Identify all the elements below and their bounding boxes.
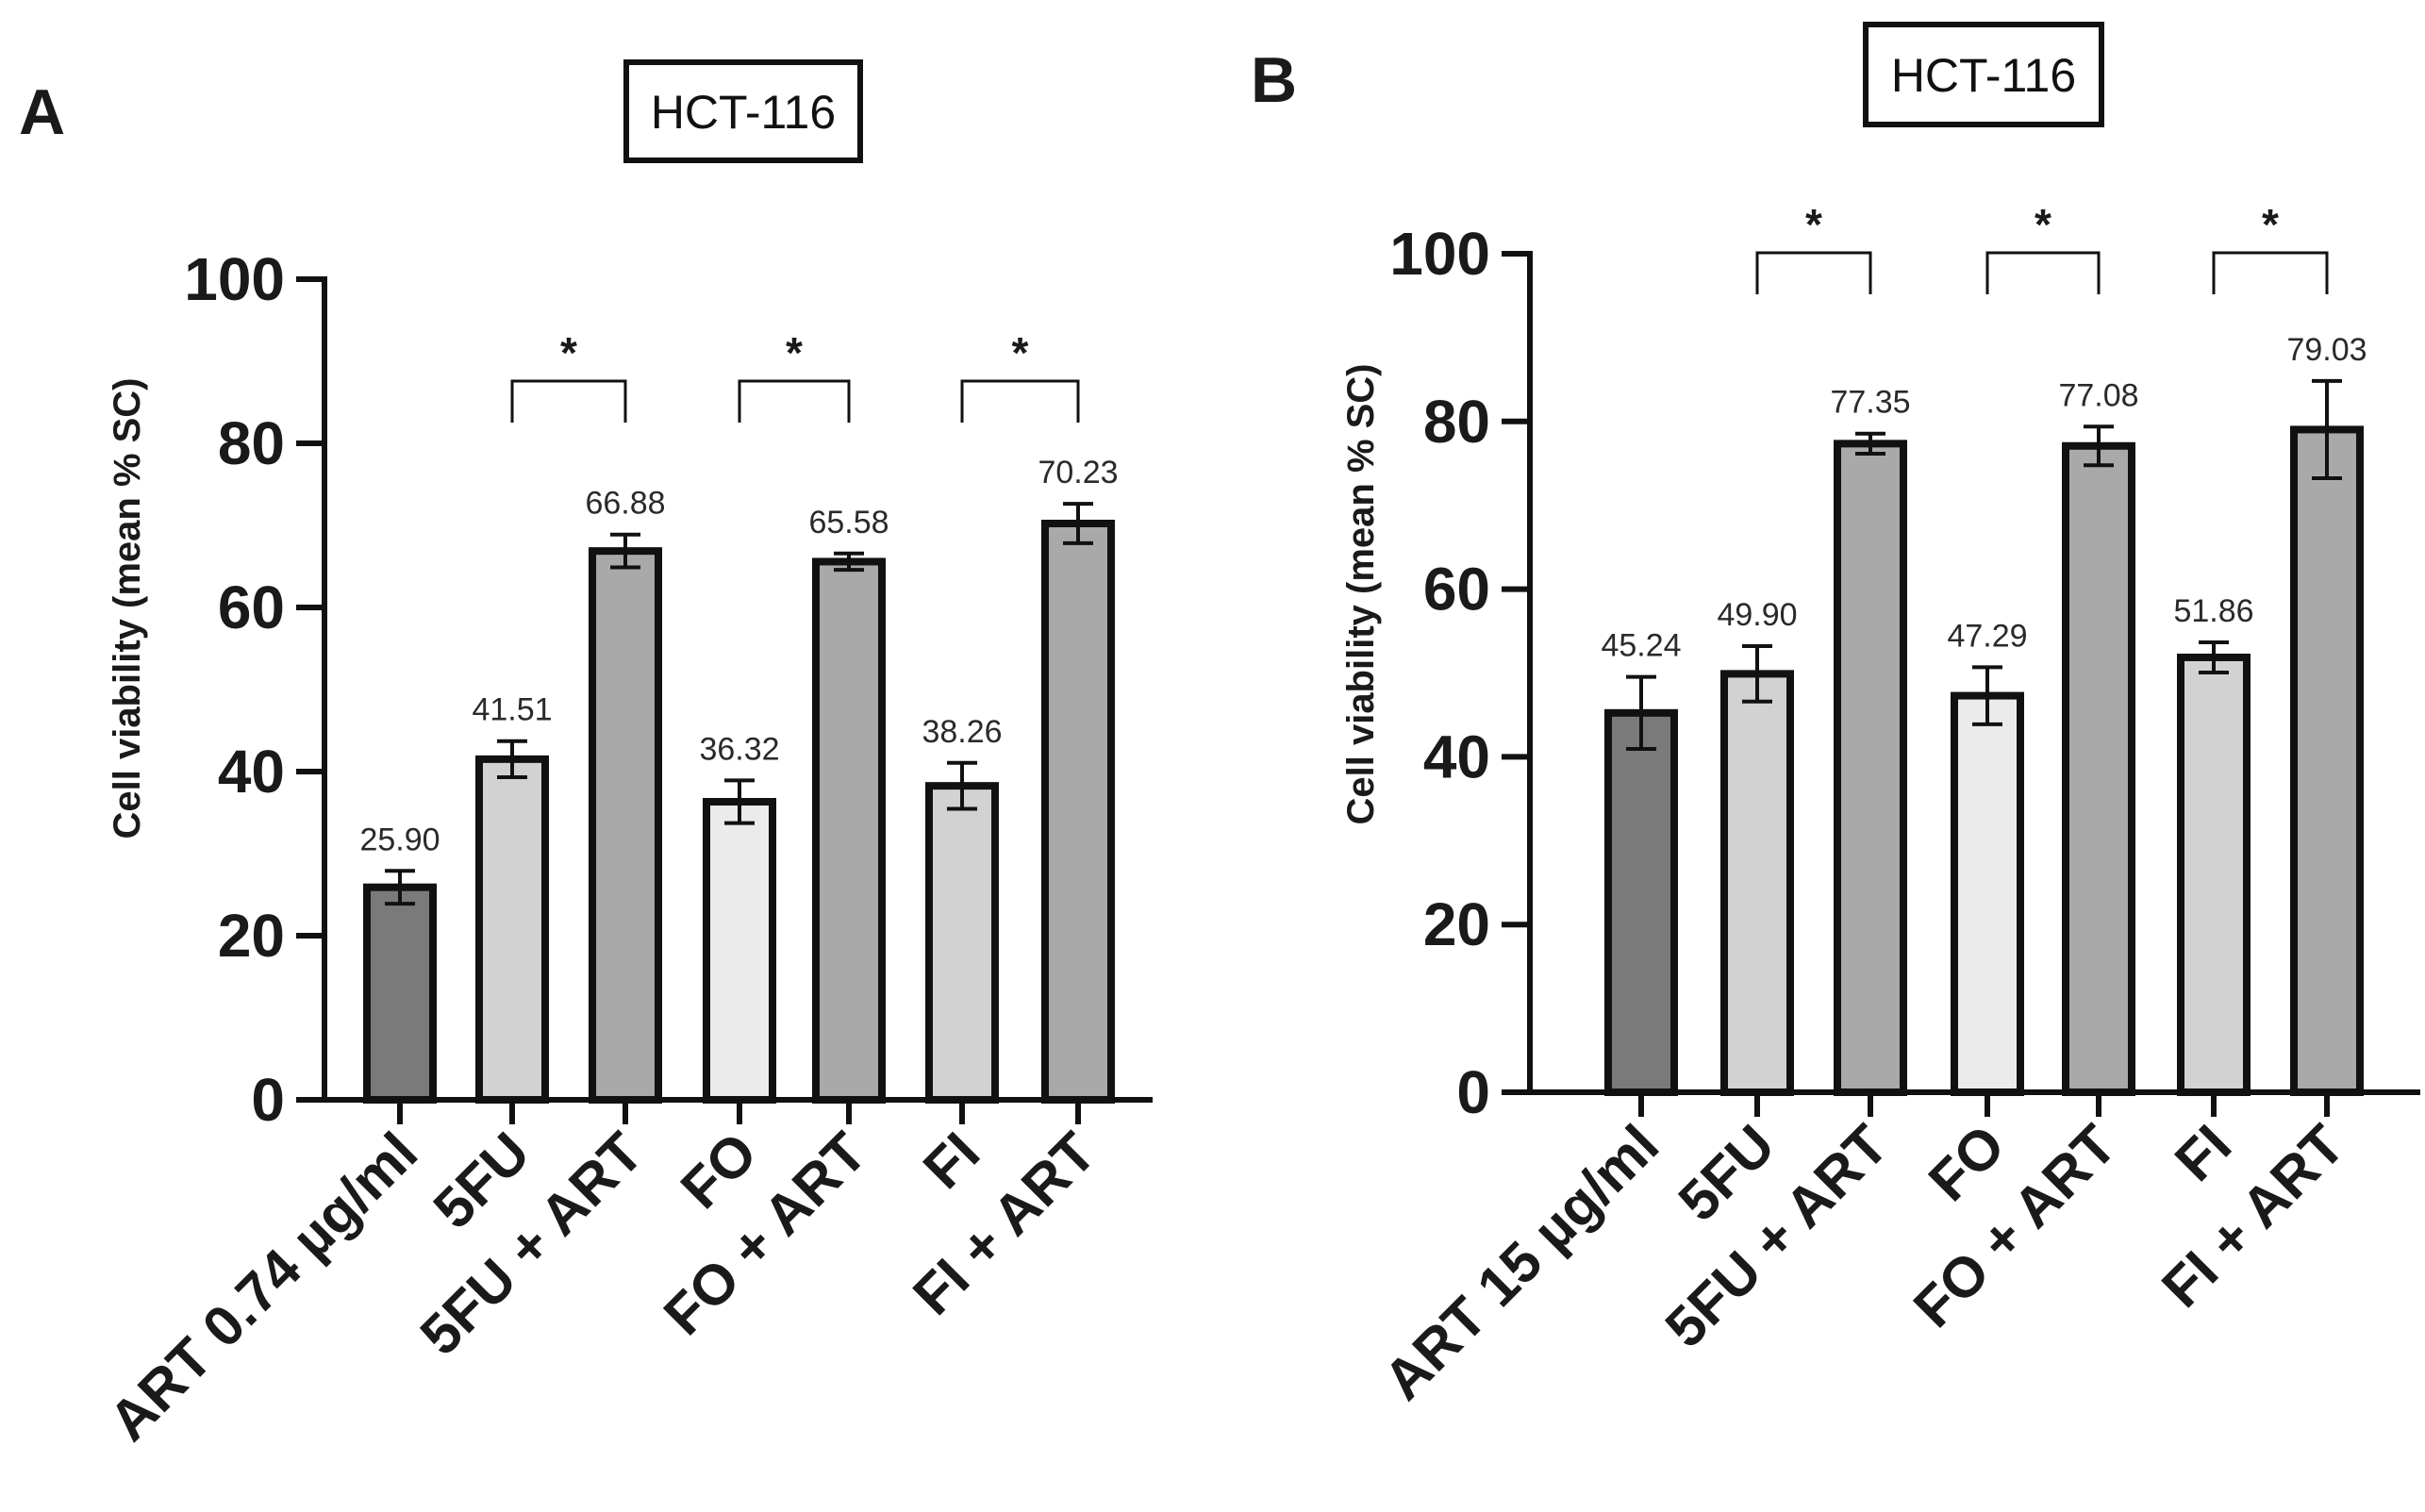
- data-label: 77.35: [1830, 385, 1910, 421]
- y-tick-label: 80: [218, 409, 285, 477]
- y-axis: 0 20 40 60 80 100: [184, 245, 1153, 1134]
- data-label: 47.29: [1947, 618, 2027, 654]
- cell-line-title-box: [1863, 22, 2104, 127]
- significance-bracket: [738, 379, 851, 423]
- category-label: FO + ART: [1902, 1113, 2128, 1339]
- data-label: 51.86: [2173, 593, 2253, 629]
- bar: [2177, 653, 2251, 1096]
- y-tick-label: 0: [1456, 1058, 1490, 1126]
- panel-b: B HCT-116 Cell viability (mean % SC) 0 20…: [1251, 22, 2420, 1412]
- panel-a: A HCT-116 Cell viability (mean % SC) 0 20…: [19, 59, 1153, 1453]
- significance-bracket: [1755, 251, 1872, 294]
- y-tick-label: 80: [1423, 388, 1490, 456]
- y-tick-label: 60: [1423, 556, 1490, 623]
- data-label: 66.88: [585, 486, 665, 522]
- significance-star: *: [1805, 200, 1822, 249]
- significance-star: *: [2262, 200, 2279, 249]
- bar: [475, 755, 549, 1104]
- significance-star: *: [2035, 200, 2051, 249]
- data-label: 38.26: [922, 714, 1002, 750]
- y-tick-label: 40: [1423, 723, 1490, 790]
- bar: [363, 883, 437, 1104]
- bar: [1720, 670, 1794, 1096]
- plot-area: 25.90 41.51 66.88 36.32 65.58 38.26 70.23 * * *: [359, 328, 1119, 1104]
- data-label: 49.90: [1717, 597, 1797, 633]
- data-label: 65.58: [808, 505, 889, 540]
- cell-line-title-box: [623, 59, 863, 163]
- bar: [589, 547, 662, 1104]
- y-tick-label: 60: [218, 573, 285, 641]
- chart-title: HCT-116: [651, 86, 836, 139]
- significance-bracket: [960, 379, 1080, 423]
- data-label: 25.90: [359, 822, 440, 857]
- y-tick-label: 20: [1423, 890, 1490, 958]
- bar: [1604, 708, 1678, 1096]
- data-label: 41.51: [472, 692, 552, 728]
- significance-star: *: [786, 328, 803, 377]
- bar: [1834, 440, 1907, 1096]
- y-tick-label: 40: [218, 738, 285, 806]
- significance-star: *: [560, 328, 577, 377]
- category-label: ART 15 µg/ml: [1371, 1113, 1670, 1412]
- bar: [703, 798, 776, 1104]
- data-label: 70.23: [1038, 455, 1118, 490]
- y-axis-label: Cell viability (mean % SC): [107, 377, 148, 839]
- panel-letter: B: [1251, 44, 1297, 116]
- category-label: ART 0.74 µg/ml: [97, 1121, 429, 1453]
- bar: [1951, 691, 2024, 1097]
- category-label: FO + ART: [652, 1121, 878, 1347]
- y-tick-label: 100: [1389, 220, 1490, 288]
- significance-bracket: [510, 379, 627, 423]
- y-axis-label: Cell viability (mean % SC): [1340, 363, 1382, 824]
- category-label: FI: [2163, 1113, 2243, 1193]
- data-label: 45.24: [1601, 628, 1681, 664]
- data-label: 77.08: [2058, 377, 2138, 413]
- bar: [2062, 441, 2135, 1096]
- significance-bracket: [1985, 251, 2101, 294]
- plot-area: 45.24 49.90 77.35 47.29 77.08 51.86 79.03 * * *: [1601, 200, 2367, 1097]
- bar: [812, 557, 886, 1104]
- bar: [2290, 425, 2364, 1097]
- y-tick-label: 0: [251, 1066, 285, 1134]
- y-tick-label: 100: [184, 245, 285, 313]
- significance-bracket: [2212, 251, 2329, 294]
- data-label: 79.03: [2286, 332, 2367, 368]
- panel-letter: A: [19, 76, 65, 148]
- category-label: FI: [911, 1121, 991, 1201]
- y-tick-label: 20: [218, 902, 285, 970]
- bar: [1041, 519, 1115, 1104]
- chart-title: HCT-116: [1891, 49, 2076, 102]
- data-label: 36.32: [699, 731, 779, 767]
- bar: [925, 782, 999, 1104]
- significance-star: *: [1012, 328, 1029, 377]
